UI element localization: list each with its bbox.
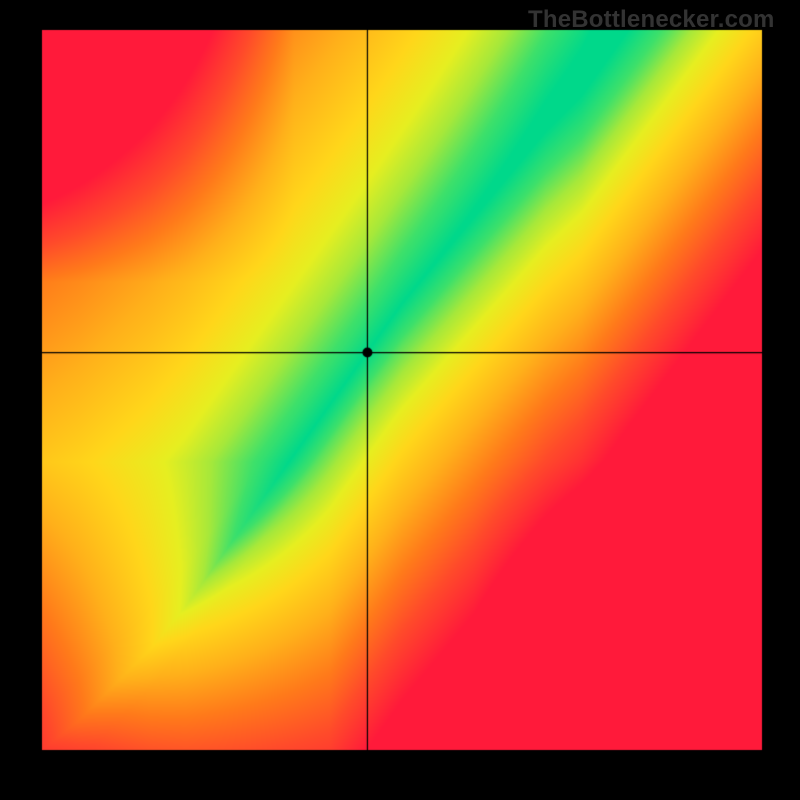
bottleneck-heatmap <box>0 0 800 800</box>
watermark-label: TheBottlenecker.com <box>528 6 775 34</box>
chart-container: TheBottlenecker.com <box>0 0 800 800</box>
